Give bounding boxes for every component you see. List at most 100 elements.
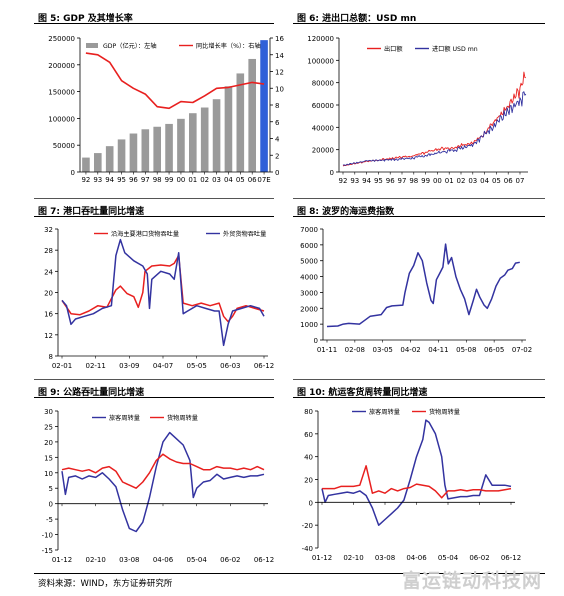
fig7-y-tick-label: 8 xyxy=(49,353,53,361)
fig7-title: 图 7: 港口吞吐量同比增速 xyxy=(38,207,145,217)
fig6-title: 图 6: 进出口总额：USD mn xyxy=(297,14,417,24)
fig5-bar-95 xyxy=(117,139,126,172)
fig5-x-tick-label: 04 xyxy=(224,176,233,184)
fig5-x-tick-label: 95 xyxy=(117,176,126,184)
fig9-x-tick-label: 06-02 xyxy=(220,556,240,564)
fig10-x-tick-label: 05-04 xyxy=(438,554,459,562)
fig5-y-tick-label: 200000 xyxy=(48,62,75,70)
fig7-y-tick-label: 12 xyxy=(44,332,53,340)
fig10-x-tick-label: 01-12 xyxy=(312,554,332,562)
fig6-x-tick-label: 94 xyxy=(362,177,371,185)
fig7-legend-label: 沿海主要港口货物吞吐量 xyxy=(111,230,179,238)
fig5-x-tick-label: 94 xyxy=(105,176,114,184)
fig5-y-tick-label: 250000 xyxy=(48,35,75,43)
row1-bottom-rule-left xyxy=(34,198,274,199)
fig5-bar-98 xyxy=(153,126,161,172)
fig10-y-tick-label: -20 xyxy=(302,522,313,530)
fig6-y-tick-label: 60000 xyxy=(312,102,334,110)
fig7-y-tick-label: 20 xyxy=(44,290,53,298)
fig9-y-tick-label: 15 xyxy=(44,454,53,462)
fig6-y-tick-label: 100000 xyxy=(307,57,334,65)
fig9-legend-label: 旅客周转量 xyxy=(109,414,140,422)
fig6-x-tick-label: 04 xyxy=(480,177,489,185)
fig6-x-tick-label: 02 xyxy=(457,177,466,185)
fig10-y-tick-label: 20 xyxy=(304,477,313,485)
fig7-x-tick-label: 04-07 xyxy=(153,362,173,370)
fig9-series-0 xyxy=(61,431,265,533)
fig5-y-tick-label: 2 xyxy=(275,152,279,160)
fig8-y-tick-label: 1000 xyxy=(300,321,318,329)
fig6-x-tick-label: 03 xyxy=(468,177,477,185)
watermark-logo: 富运链动科技网 xyxy=(401,570,542,592)
fig8-x-tick-label: 04-11 xyxy=(428,346,448,354)
fig7-y-tick-label: 24 xyxy=(44,268,53,276)
fig5-x-tick-label: 97 xyxy=(141,176,150,184)
fig6-y-tick-label: 40000 xyxy=(312,124,334,132)
fig6-x-tick-label: 07 xyxy=(516,177,525,185)
fig9-x-tick-label: 05-04 xyxy=(186,556,207,564)
fig9-x-tick-label: 06-12 xyxy=(254,556,274,564)
fig6-x-tick-label: 95 xyxy=(374,177,383,185)
fig8-y-tick-label: 5000 xyxy=(300,258,318,266)
fig6-y-tick-label: 120000 xyxy=(307,35,334,43)
fig5-bar-03 xyxy=(212,99,221,172)
fig5-x-tick-label: 05 xyxy=(236,176,245,184)
fig5-growth-line xyxy=(85,52,265,110)
fig5-x-tick-label: 03 xyxy=(212,176,221,184)
fig5-bar-02 xyxy=(200,107,209,172)
fig10-x-tick-label: 03-08 xyxy=(375,554,395,562)
fig7-x-tick-label: 02-11 xyxy=(85,362,105,370)
fig6-x-tick-label: 00 xyxy=(433,177,442,185)
fig10-y-tick-label: -40 xyxy=(302,545,313,553)
fig6-x-tick-label: 99 xyxy=(421,177,430,185)
fig6-y-tick-label: 0 xyxy=(330,169,334,177)
fig9-y-tick-label: -10 xyxy=(42,532,53,540)
fig5-bar-92 xyxy=(82,157,90,172)
fig6-x-tick-label: 05 xyxy=(492,177,501,185)
fig5-y-tick-label: 14 xyxy=(275,52,284,60)
fig7-series-0 xyxy=(61,254,265,323)
fig7-x-tick-label: 02-01 xyxy=(52,362,72,370)
fig6-x-tick-label: 92 xyxy=(339,177,348,185)
fig8-x-tick-label: 07-02 xyxy=(512,346,532,354)
fig8-x-tick-label: 06-05 xyxy=(484,346,504,354)
fig7-x-tick-label: 03-09 xyxy=(119,362,139,370)
fig8-y-tick-label: 0 xyxy=(314,337,318,345)
fig8-y-tick-label: 6000 xyxy=(300,242,318,250)
fig5-legend-label: 同比增长率（%）：右轴 xyxy=(196,42,261,50)
fig10-title: 图 10: 航运客货周转量同比增速 xyxy=(297,388,428,398)
fig7-y-tick-label: 16 xyxy=(44,311,53,319)
source-footnote: 资料来源：WIND，东方证券研究所 xyxy=(38,579,173,589)
fig9-x-tick-label: 02-10 xyxy=(85,556,105,564)
fig10-x-tick-label: 02-10 xyxy=(343,554,363,562)
fig5-bar-96 xyxy=(129,133,138,172)
fig9-y-tick-label: -5 xyxy=(46,516,53,524)
fig9-y-tick-label: 20 xyxy=(44,439,53,447)
fig5-y-tick-label: 6 xyxy=(275,119,280,127)
fig7-x-tick-label: 06-03 xyxy=(220,362,240,370)
fig8-x-tick-label: 04-02 xyxy=(400,346,420,354)
fig8-title: 图 8: 波罗的海运费指数 xyxy=(297,207,395,217)
fig7-y-tick-label: 32 xyxy=(44,226,53,234)
fig9-y-tick-label: 30 xyxy=(44,408,53,416)
fig5-y-tick-label: 0 xyxy=(71,169,75,177)
fig6-x-tick-label: 06 xyxy=(504,177,513,185)
fig7-legend-label: 外贸货物吞吐量 xyxy=(223,230,266,238)
fig7-y-tick-label: 28 xyxy=(44,247,53,255)
fig9-top-rule xyxy=(34,397,274,398)
fig9-y-tick-label: 10 xyxy=(44,470,53,478)
fig5-bar-97 xyxy=(141,129,150,172)
fig6-x-tick-label: 01 xyxy=(445,177,454,185)
fig5-x-tick-label: 92 xyxy=(81,176,90,184)
fig5-bar-00 xyxy=(177,118,185,172)
fig5-x-tick-label: 93 xyxy=(93,176,102,184)
fig6-top-rule xyxy=(293,23,545,24)
footer-rule xyxy=(34,573,545,574)
fig9-legend-label: 货物周转量 xyxy=(167,414,198,422)
fig5-bar-06 xyxy=(248,58,256,173)
fig5-bar-01 xyxy=(189,113,197,172)
fig5-x-tick-label: 96 xyxy=(129,176,138,184)
row2-bottom-rule-left xyxy=(34,379,274,380)
fig8-y-tick-label: 4000 xyxy=(300,274,318,282)
